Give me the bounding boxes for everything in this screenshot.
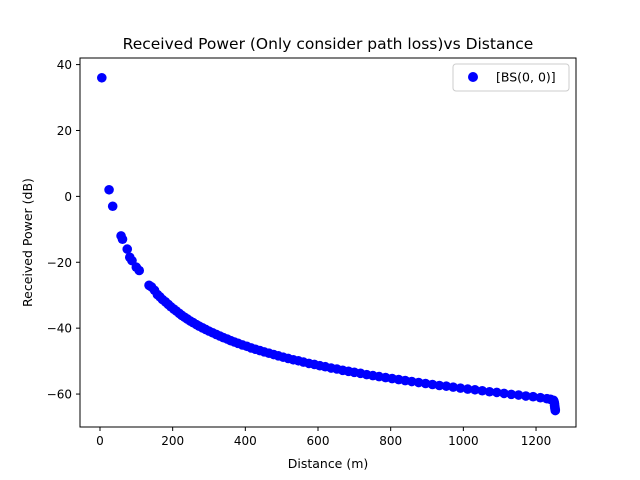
data-point <box>134 265 145 276</box>
data-point <box>97 72 107 83</box>
x-tick-label: 600 <box>307 434 330 448</box>
y-tick-label: 0 <box>64 190 72 204</box>
legend-label: [BS(0, 0)] <box>496 70 556 85</box>
legend-marker <box>468 72 478 82</box>
y-tick-label: −20 <box>47 256 72 270</box>
data-point <box>550 405 561 416</box>
data-point <box>513 390 524 400</box>
x-tick-label: 200 <box>161 434 184 448</box>
legend-box <box>452 63 570 92</box>
data-point <box>477 385 488 396</box>
data-point <box>499 388 509 399</box>
data-point <box>506 389 517 400</box>
chart-title: Received Power (Only consider path loss)… <box>123 35 534 53</box>
x-tick-label: 1200 <box>521 434 552 448</box>
data-point <box>104 184 114 195</box>
y-tick-label: 20 <box>57 124 72 138</box>
x-axis-label: Distance (m) <box>288 456 369 471</box>
y-tick-label: −40 <box>47 322 72 336</box>
y-tick-label: 40 <box>57 58 72 72</box>
data-point <box>521 391 531 401</box>
y-axis-label: Received Power (dB) <box>20 178 35 307</box>
data-point <box>528 391 538 402</box>
data-point <box>470 384 480 395</box>
legend: [BS(0, 0)] <box>452 63 570 92</box>
data-point <box>434 380 445 391</box>
data-point <box>448 382 458 392</box>
data-point <box>491 387 502 398</box>
data-point <box>122 244 133 254</box>
data-point <box>107 201 118 212</box>
data-point <box>117 234 128 245</box>
data-point <box>462 384 473 394</box>
data-point <box>484 386 495 397</box>
y-tick-label: −60 <box>47 388 72 402</box>
points-layer <box>97 72 561 416</box>
data-point <box>455 383 466 393</box>
x-tick-label: 400 <box>234 434 257 448</box>
plot-frame <box>79 57 577 428</box>
x-tick-label: 800 <box>379 434 402 448</box>
x-tick-label: 0 <box>96 434 104 448</box>
x-tick-label: 1000 <box>448 434 479 448</box>
